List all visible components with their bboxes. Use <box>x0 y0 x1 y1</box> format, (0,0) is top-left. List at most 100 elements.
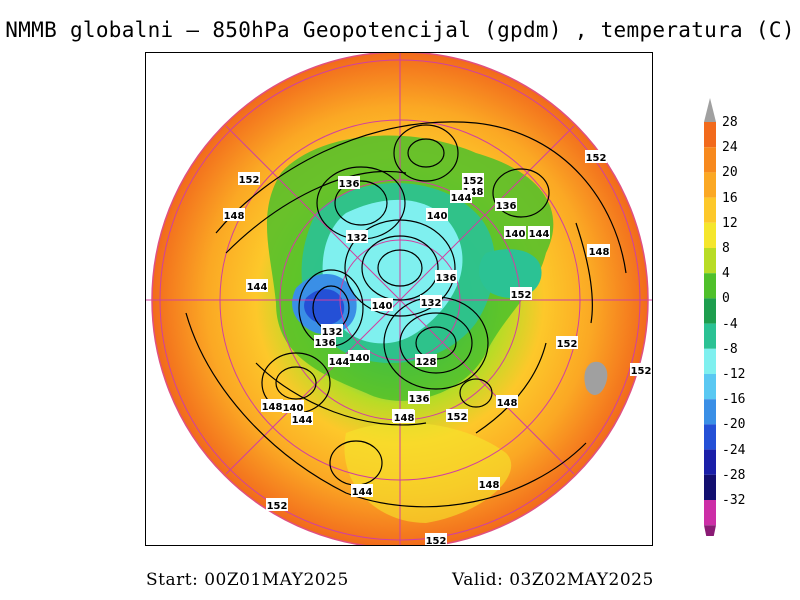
contour-label-bg <box>246 279 268 292</box>
contour-label: 136 <box>315 338 336 349</box>
colorbar-swatch <box>704 298 716 324</box>
contour-label: 144 <box>292 415 313 426</box>
contour-label: 140 <box>372 301 393 312</box>
colorbar-swatch <box>704 348 716 374</box>
contour-label: 148 <box>497 398 518 409</box>
temperature-colorbar <box>704 98 716 536</box>
contour-label-bg <box>348 350 370 363</box>
contour-label-bg <box>291 412 313 425</box>
colorbar-swatch <box>704 172 716 198</box>
contour-label-bg <box>408 391 430 404</box>
contour-label-bg <box>415 354 437 367</box>
colorbar-swatch <box>704 122 716 148</box>
contour-label-bg <box>585 150 607 163</box>
contour-label: 140 <box>505 229 526 240</box>
contour-label: 144 <box>352 487 373 498</box>
contour-label-bg <box>282 400 304 413</box>
contour-label: 152 <box>511 290 532 301</box>
contour-label: 148 <box>394 413 415 424</box>
contour-label-bg <box>261 399 283 412</box>
temperature-zone-cold-east <box>479 249 542 298</box>
start-time: Start: 00Z01MAY2025 <box>146 570 349 590</box>
contour-label-bg <box>478 477 500 490</box>
colorbar-tick-label: -16 <box>722 392 746 408</box>
contour-label: 148 <box>589 247 610 258</box>
temperature-zone-warm-south <box>344 422 512 523</box>
chart-title: NMMB globalni – 850hPa Geopotencijal (gp… <box>5 18 795 42</box>
contour-label-bg <box>496 395 518 408</box>
colorbar-tick-label: -12 <box>722 367 746 382</box>
contour-label: 144 <box>329 357 350 368</box>
colorbar-bottom-arrow <box>704 525 716 536</box>
colorbar-swatch <box>704 449 716 475</box>
disc-outline <box>151 53 649 545</box>
contour-label-bg <box>321 324 343 337</box>
contour-label: 136 <box>409 394 430 405</box>
colorbar-tick-label: 4 <box>722 266 730 282</box>
contour-label: 152 <box>586 153 607 164</box>
contour-label-bg <box>426 208 448 221</box>
contour-label-bg <box>425 533 447 545</box>
contour-label-bg <box>510 287 532 300</box>
colorbar-swatch <box>704 323 716 349</box>
colorbar-tick-label: -20 <box>722 417 746 433</box>
contour-label: 152 <box>426 536 447 546</box>
polar-stereographic-map: 1521481361521481441361401441321401481441… <box>146 53 652 546</box>
contour-label-bg <box>504 226 526 239</box>
colorbar-tick-label: -4 <box>722 316 738 332</box>
contour-label-bg <box>266 498 288 511</box>
contour-label: 144 <box>451 193 472 204</box>
contour-label: 140 <box>349 353 370 364</box>
colorbar-tick-label: 24 <box>722 140 738 156</box>
contour-label: 132 <box>421 298 442 309</box>
colorbar-swatch <box>704 147 716 173</box>
colorbar-tick-label: 12 <box>722 215 738 231</box>
contour-label-bg <box>528 226 550 239</box>
contour-label-bg <box>435 270 457 283</box>
colorbar-swatch <box>704 273 716 299</box>
contour-label-bg <box>630 363 652 376</box>
terrain-patch <box>584 361 608 395</box>
colorbar-swatch <box>704 248 716 274</box>
colorbar-tick-label: 28 <box>722 115 738 130</box>
contour-label-bg <box>223 208 245 221</box>
colorbar-tick-label: 16 <box>722 190 738 206</box>
colorbar-tick-label: 0 <box>722 291 730 307</box>
contour-label-bg <box>238 172 260 185</box>
colorbar-tick-label: -8 <box>722 341 738 357</box>
colorbar-tick-label: -32 <box>722 493 746 508</box>
contour-label-bg <box>420 295 442 308</box>
contour-labels: 1521481361521481441361401441321401481441… <box>223 150 652 546</box>
contour-label-bg <box>495 198 517 211</box>
contour-label: 148 <box>224 211 245 222</box>
colorbar-top-arrow <box>704 98 716 122</box>
colorbar-tick-label: -24 <box>722 442 746 458</box>
contour-label: 148 <box>463 187 484 198</box>
colorbar-tick-label: -28 <box>722 467 746 483</box>
contour-label: 132 <box>322 327 343 338</box>
colorbar-tick-label: 8 <box>722 241 730 256</box>
colorbar-swatch <box>704 222 716 248</box>
contour-label: 140 <box>427 211 448 222</box>
contour-label-bg <box>446 409 468 422</box>
contour-label: 136 <box>339 179 360 190</box>
colorbar-swatch <box>704 374 716 400</box>
contour-label-bg <box>371 298 393 311</box>
contour-label: 152 <box>267 501 288 512</box>
contour-label: 152 <box>631 366 652 377</box>
contour-label-bg <box>314 335 336 348</box>
contour-label: 128 <box>416 357 437 368</box>
colorbar-tick-label: 20 <box>722 165 738 181</box>
contour-label-bg <box>351 484 373 497</box>
colorbar-swatch <box>704 197 716 223</box>
contour-label-bg <box>393 410 415 423</box>
valid-time: Valid: 03Z02MAY2025 <box>452 570 654 590</box>
contour-label: 144 <box>247 282 268 293</box>
colorbar-swatch <box>704 399 716 425</box>
contour-label-bg <box>328 354 350 367</box>
contour-label: 152 <box>239 175 260 186</box>
colorbar-swatch <box>704 424 716 450</box>
contour-label: 148 <box>479 480 500 491</box>
map-frame: 1521481361521481441361401441321401481441… <box>145 52 653 546</box>
contour-label: 152 <box>557 339 578 350</box>
